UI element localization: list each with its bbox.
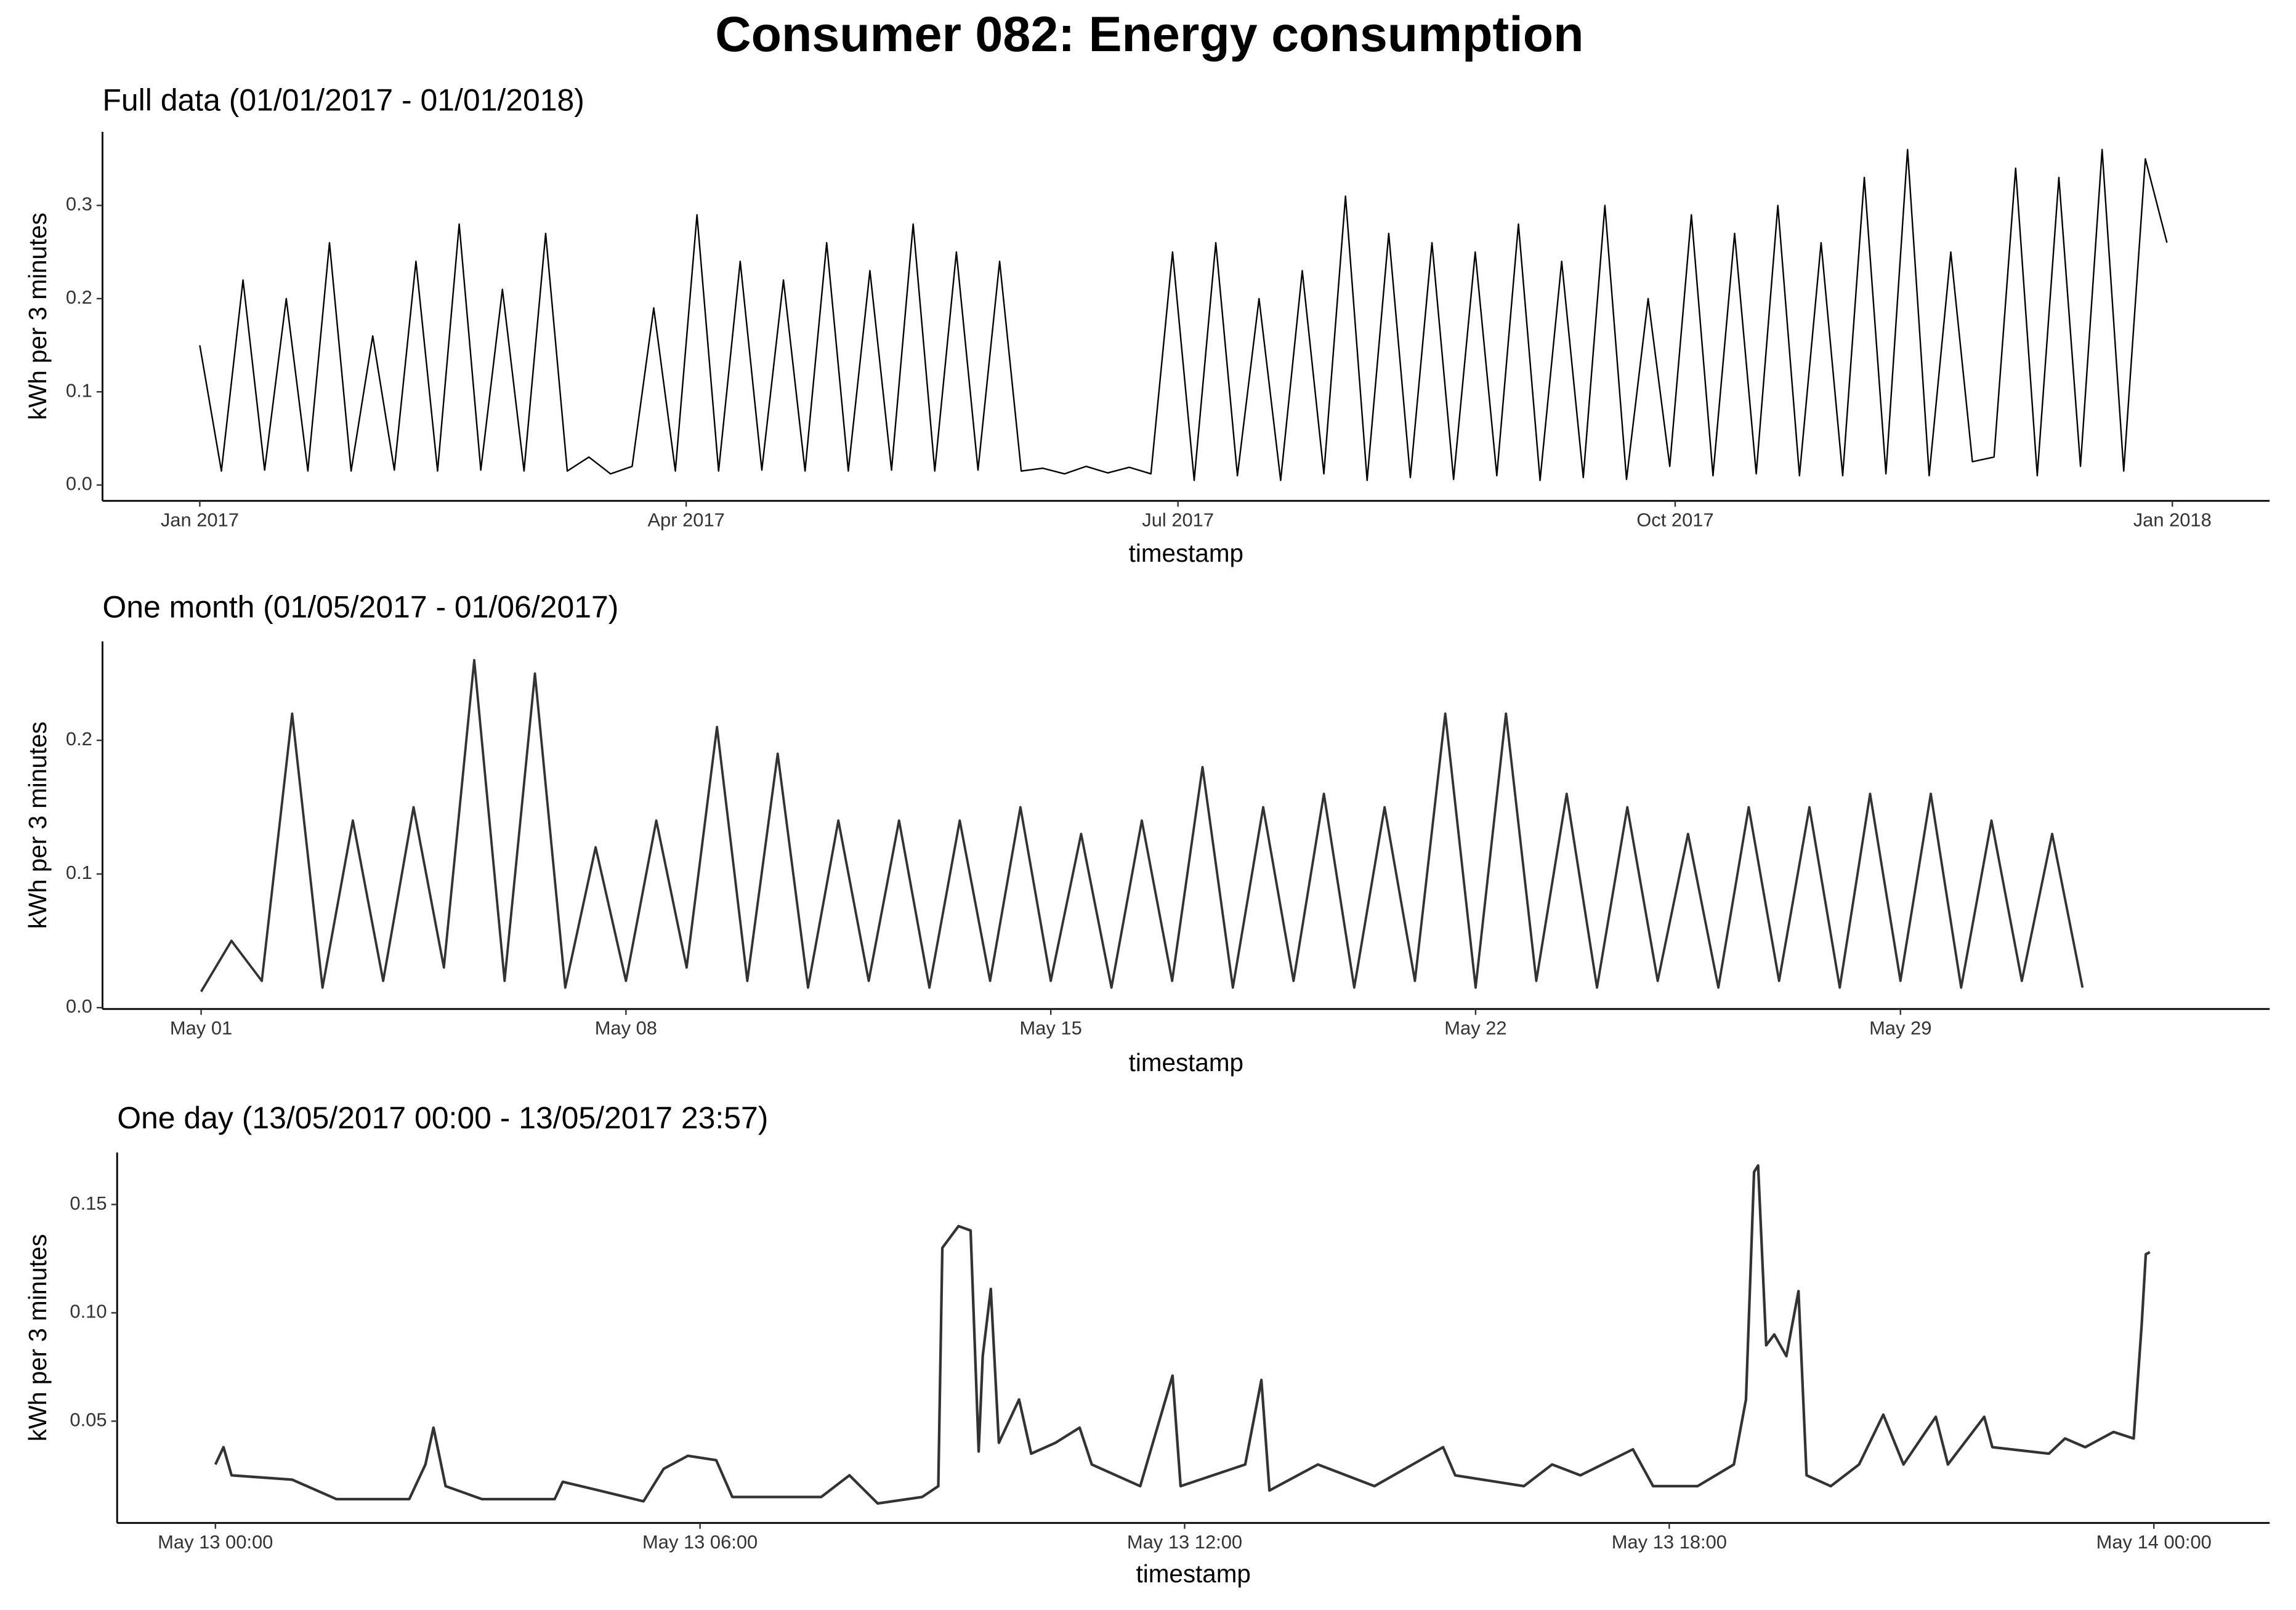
x-tick-label: May 14 00:00 [2096, 1531, 2212, 1553]
y-tick-label: 0.1 [66, 862, 92, 883]
x-tick-label: Jan 2018 [2133, 509, 2212, 531]
x-tick-label: May 01 [170, 1017, 232, 1039]
y-tick-label: 0.2 [66, 286, 92, 308]
y-axis-label: kWh per 3 minutes [23, 721, 52, 929]
x-tick-label: Jul 2017 [1142, 509, 1214, 531]
x-tick-label: May 15 [1019, 1017, 1081, 1039]
x-tick-label: Oct 2017 [1636, 509, 1713, 531]
y-tick-label: 0.2 [66, 728, 92, 750]
y-tick-label: 0.0 [66, 995, 92, 1017]
subplot-title: One day (13/05/2017 00:00 - 13/05/2017 2… [117, 1101, 768, 1135]
y-tick-label: 0.15 [70, 1192, 107, 1214]
x-tick-label: May 13 06:00 [642, 1531, 758, 1553]
subplot-title: One month (01/05/2017 - 01/06/2017) [102, 589, 618, 624]
x-axis-label: timestamp [1129, 1048, 1243, 1077]
x-tick-label: Jan 2017 [161, 509, 239, 531]
figure-title: Consumer 082: Energy consumption [715, 7, 1583, 62]
y-tick-label: 0.0 [66, 473, 92, 495]
subplot-title: Full data (01/01/2017 - 01/01/2018) [102, 83, 584, 118]
y-axis-label: kWh per 3 minutes [23, 212, 52, 420]
x-axis-label: timestamp [1129, 539, 1243, 567]
x-tick-label: May 13 00:00 [158, 1531, 273, 1553]
y-tick-label: 0.10 [70, 1301, 107, 1322]
data-line [199, 148, 2168, 482]
x-axis-label: timestamp [1136, 1559, 1251, 1588]
y-tick-label: 0.3 [66, 193, 92, 215]
y-axis-label: kWh per 3 minutes [23, 1234, 52, 1442]
y-tick-label: 0.05 [70, 1409, 107, 1431]
data-line [214, 1164, 2151, 1505]
x-tick-label: May 29 [1869, 1017, 1931, 1039]
x-tick-label: May 22 [1444, 1017, 1506, 1039]
data-line [200, 658, 2084, 992]
x-tick-label: Apr 2017 [647, 509, 724, 531]
x-tick-label: May 13 12:00 [1127, 1531, 1242, 1553]
y-tick-label: 0.1 [66, 379, 92, 401]
x-tick-label: May 13 18:00 [1612, 1531, 1727, 1553]
x-tick-label: May 08 [595, 1017, 657, 1039]
